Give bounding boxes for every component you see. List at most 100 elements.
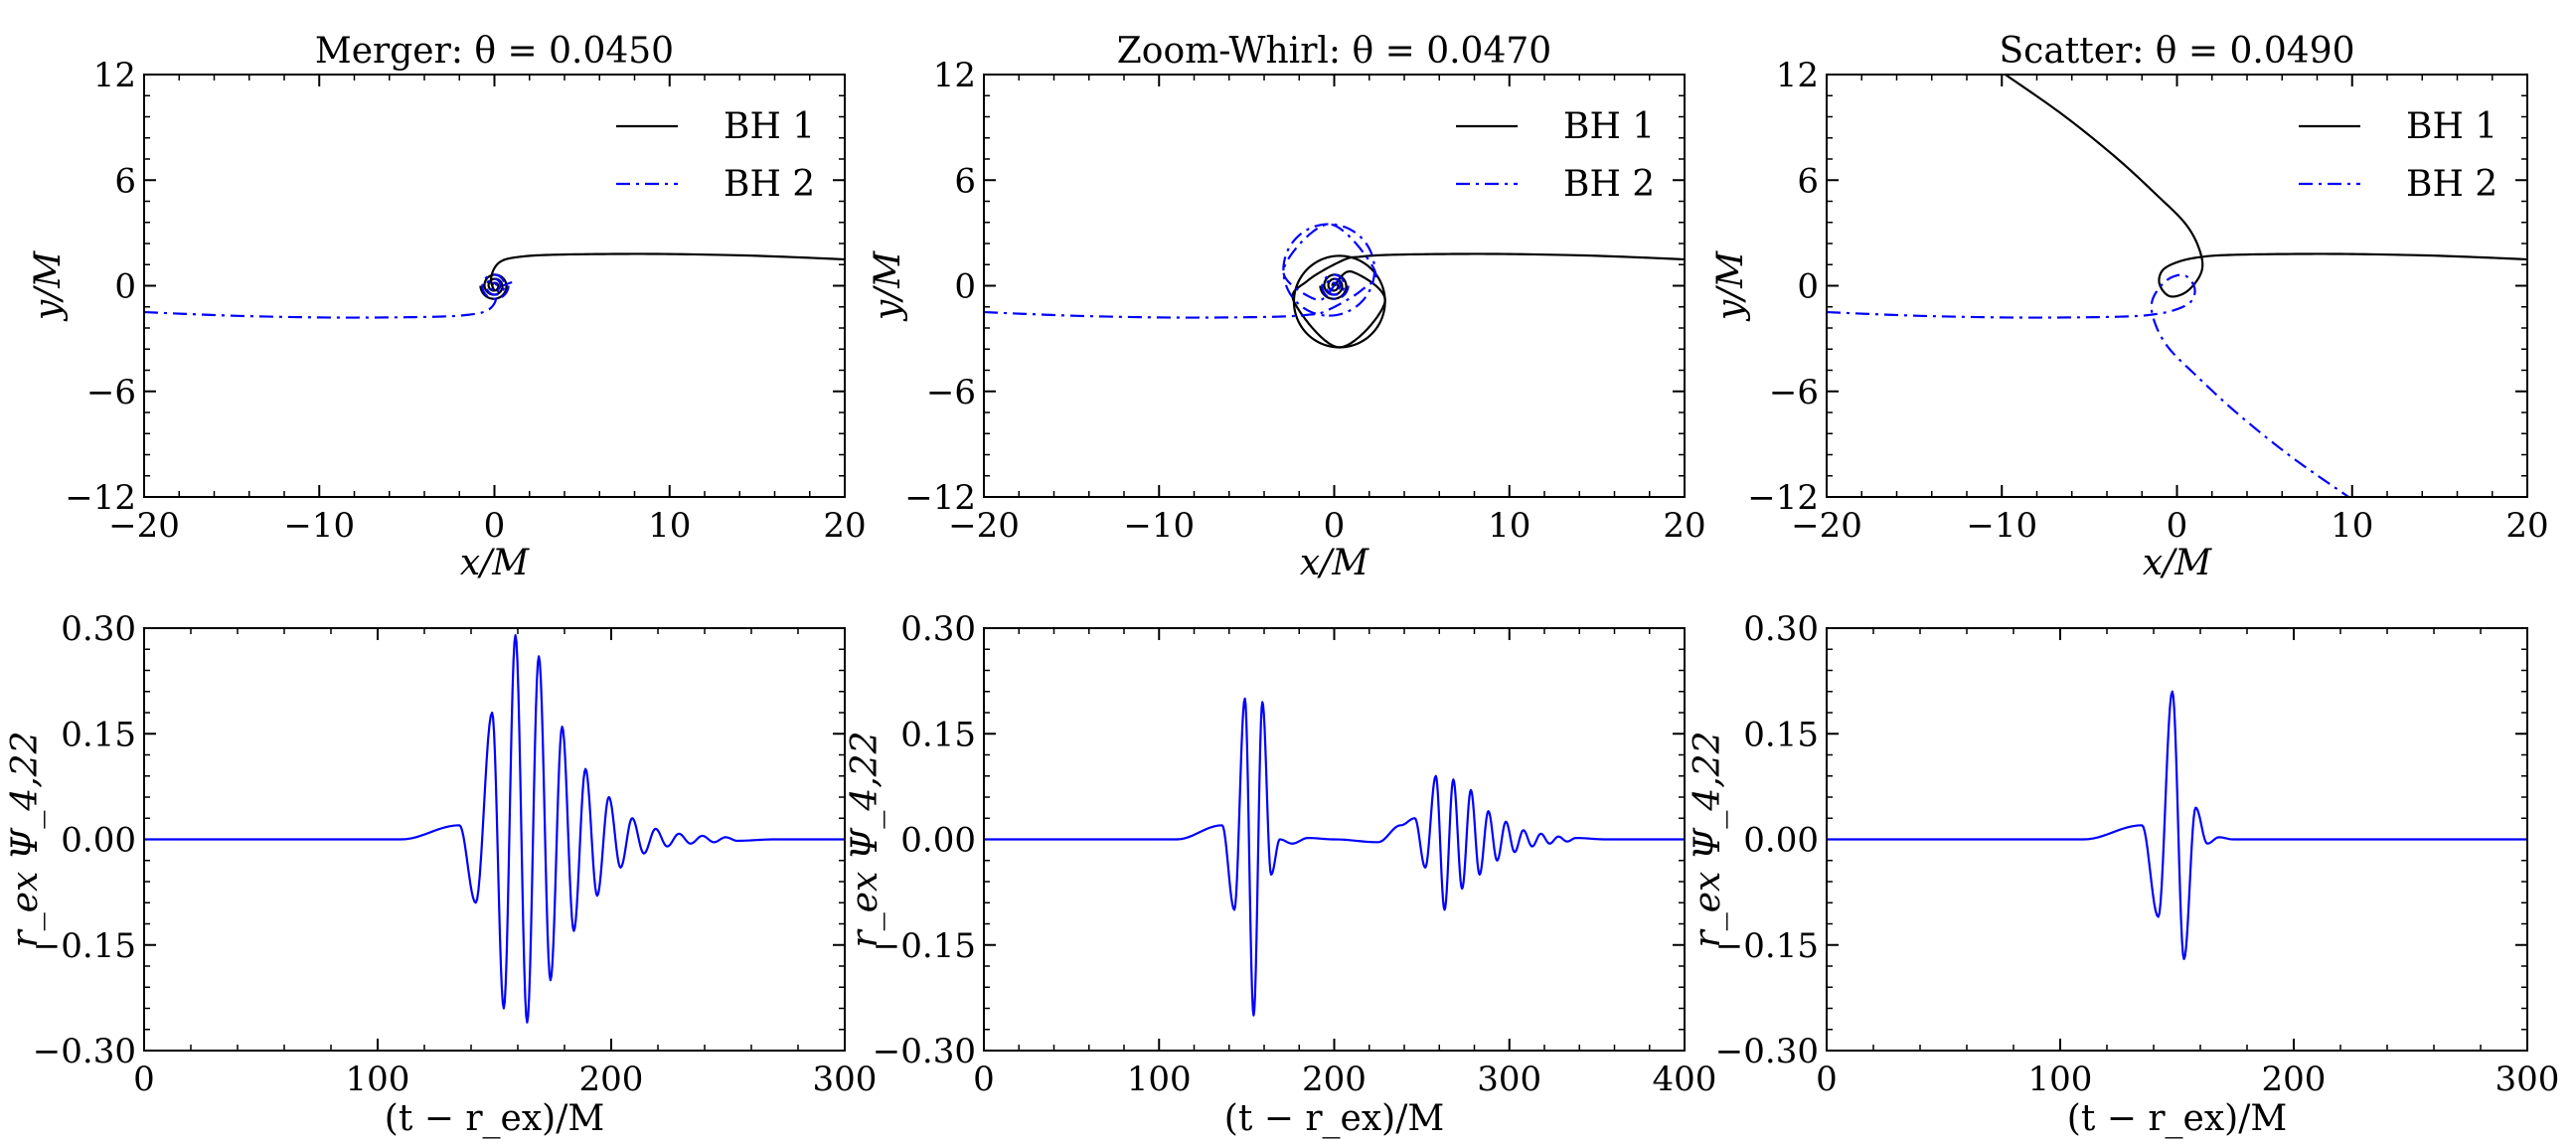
y-tick-label: 0 bbox=[954, 267, 976, 307]
y-tick-label: 12 bbox=[1776, 56, 1819, 95]
waveform-line bbox=[1827, 690, 2527, 961]
y-tick-label: −0.30 bbox=[33, 1032, 136, 1071]
y-tick-label: 12 bbox=[933, 56, 976, 95]
x-tick-label: 10 bbox=[2331, 506, 2373, 546]
x-tick-label: 0 bbox=[1816, 1060, 1838, 1099]
plot-area bbox=[1827, 75, 2527, 497]
legend: BH 1 BH 2 bbox=[1456, 106, 1655, 205]
panel-wave-scatter: 0 100 200 300 −0.30 −0.15 0.00 0.15 0.30 (t − r_e… bbox=[1688, 609, 2559, 1139]
y-tick-label: −12 bbox=[904, 478, 976, 518]
y-tick-label: 0.15 bbox=[61, 715, 136, 754]
y-axis-label: r_ex Ψ_4,22 bbox=[5, 732, 46, 948]
axes-frame bbox=[1826, 74, 2528, 498]
legend-bh2-label: BH 2 bbox=[1563, 164, 1655, 205]
plot-area bbox=[144, 252, 845, 319]
x-tick-label: 300 bbox=[1477, 1060, 1541, 1099]
plot-area bbox=[144, 633, 845, 1024]
plot-area bbox=[984, 697, 1685, 1017]
x-tick-label: −20 bbox=[948, 506, 1020, 546]
x-tick-label: 20 bbox=[2505, 506, 2548, 546]
y-tick-label: 0.15 bbox=[900, 715, 976, 754]
y-tick-label: 0.30 bbox=[900, 609, 976, 649]
x-tick-label: 20 bbox=[823, 506, 866, 546]
bh2-trajectory-inspiral bbox=[1321, 273, 1350, 300]
x-tick-label: 100 bbox=[2028, 1060, 2093, 1099]
bh1-trajectory bbox=[489, 252, 845, 292]
bh1-trajectory bbox=[1291, 252, 1685, 349]
x-tick-label: −20 bbox=[108, 506, 180, 546]
x-tick-label: 200 bbox=[579, 1060, 644, 1099]
panel-traj-zoomwhirl: −20 −10 0 10 20 −12 −6 0 6 12 Zoom-Whirl: θ = 0.04… bbox=[868, 31, 1706, 583]
y-tick-label: 0.00 bbox=[900, 821, 976, 861]
x-tick-label: −20 bbox=[1791, 506, 1862, 546]
y-axis-label: r_ex Ψ_4,22 bbox=[845, 732, 886, 948]
x-tick-label: 10 bbox=[1488, 506, 1530, 546]
legend: BH 1 BH 2 bbox=[616, 106, 815, 205]
panel-wave-merger: 0 100 200 300 −0.30 −0.15 0.00 0.15 0.30 (t − r_e… bbox=[5, 609, 877, 1139]
y-tick-label: −0.30 bbox=[873, 1032, 976, 1071]
panel-wave-zoomwhirl: 0 100 200 300 400 −0.30 −0.15 0.00 0.15 0.30 (t − … bbox=[845, 609, 1716, 1139]
y-tick-label: 0.00 bbox=[61, 821, 136, 861]
y-tick-label: −6 bbox=[1769, 373, 1819, 412]
x-axis-label: x/M bbox=[1300, 543, 1369, 583]
x-tick-label: 100 bbox=[1127, 1060, 1192, 1099]
x-axis-label: (t − r_ex)/M bbox=[1224, 1098, 1444, 1139]
panel-title: Scatter: θ = 0.0490 bbox=[2000, 31, 2355, 72]
y-tick-label: 0 bbox=[1797, 267, 1819, 307]
x-axis-label: (t − r_ex)/M bbox=[2067, 1098, 2287, 1139]
axes-frame bbox=[143, 627, 846, 1052]
bh1-trajectory-inspiral bbox=[1319, 273, 1348, 300]
x-tick-label: 10 bbox=[648, 506, 691, 546]
bh1-trajectory-inspiral bbox=[479, 273, 508, 300]
y-tick-label: 12 bbox=[93, 56, 136, 95]
x-axis-label: x/M bbox=[460, 543, 530, 583]
x-axis-label: (t − r_ex)/M bbox=[385, 1098, 604, 1139]
x-tick-label: −10 bbox=[1123, 506, 1195, 546]
legend-bh2-label: BH 2 bbox=[724, 164, 815, 205]
y-tick-label: −12 bbox=[65, 478, 136, 518]
legend-bh1-label: BH 1 bbox=[1563, 106, 1655, 147]
plot-area bbox=[1827, 690, 2527, 961]
y-tick-label: 0 bbox=[114, 267, 136, 307]
panel-title: Zoom-Whirl: θ = 0.0470 bbox=[1117, 31, 1551, 72]
axes-frame bbox=[983, 627, 1686, 1052]
x-tick-label: 200 bbox=[2262, 1060, 2327, 1099]
x-tick-label: 0 bbox=[2167, 506, 2188, 546]
y-tick-label: −0.30 bbox=[1715, 1032, 1819, 1071]
x-tick-label: 400 bbox=[1653, 1060, 1717, 1099]
axes-frame bbox=[1826, 627, 2528, 1052]
y-axis-label: y/M bbox=[868, 250, 908, 322]
x-tick-label: 0 bbox=[973, 1060, 995, 1099]
bh2-trajectory bbox=[984, 223, 1377, 319]
waveform-line bbox=[984, 697, 1685, 1017]
y-tick-label: −6 bbox=[86, 373, 136, 412]
bh2-trajectory bbox=[144, 280, 513, 319]
x-tick-label: 200 bbox=[1302, 1060, 1367, 1099]
x-tick-label: −10 bbox=[1966, 506, 2037, 546]
bh1-trajectory bbox=[2005, 75, 2527, 298]
bh2-trajectory-whirl bbox=[1282, 223, 1376, 317]
x-tick-label: 0 bbox=[1324, 506, 1346, 546]
x-tick-label: 100 bbox=[346, 1060, 410, 1099]
x-tick-label: 300 bbox=[813, 1060, 878, 1099]
legend-bh2-label: BH 2 bbox=[2406, 164, 2497, 205]
legend-bh1-label: BH 1 bbox=[2406, 106, 2497, 147]
y-tick-label: −0.15 bbox=[873, 926, 976, 966]
y-tick-label: −0.15 bbox=[1715, 926, 1819, 966]
panel-traj-merger: −20 −10 0 10 20 −12 −6 0 6 12 Merger: θ = 0.0450 x/… bbox=[28, 31, 867, 583]
y-tick-label: −0.15 bbox=[33, 926, 136, 966]
x-tick-label: −10 bbox=[283, 506, 355, 546]
y-axis-label: y/M bbox=[28, 250, 69, 322]
x-tick-label: 300 bbox=[2496, 1060, 2560, 1099]
legend: BH 1 BH 2 bbox=[2299, 106, 2497, 205]
x-tick-label: 0 bbox=[484, 506, 506, 546]
panel-traj-scatter: −20 −10 0 10 20 −12 −6 0 6 12 Scatter: θ = 0.0490 x… bbox=[1710, 31, 2549, 583]
y-axis-label: y/M bbox=[1710, 250, 1751, 322]
axes-frame bbox=[143, 74, 846, 498]
x-tick-label: 20 bbox=[1663, 506, 1705, 546]
panel-title: Merger: θ = 0.0450 bbox=[315, 31, 674, 72]
bh1-trajectory-whirl bbox=[1292, 254, 1386, 349]
plot-area bbox=[984, 223, 1685, 349]
legend-bh1-label: BH 1 bbox=[724, 106, 815, 147]
